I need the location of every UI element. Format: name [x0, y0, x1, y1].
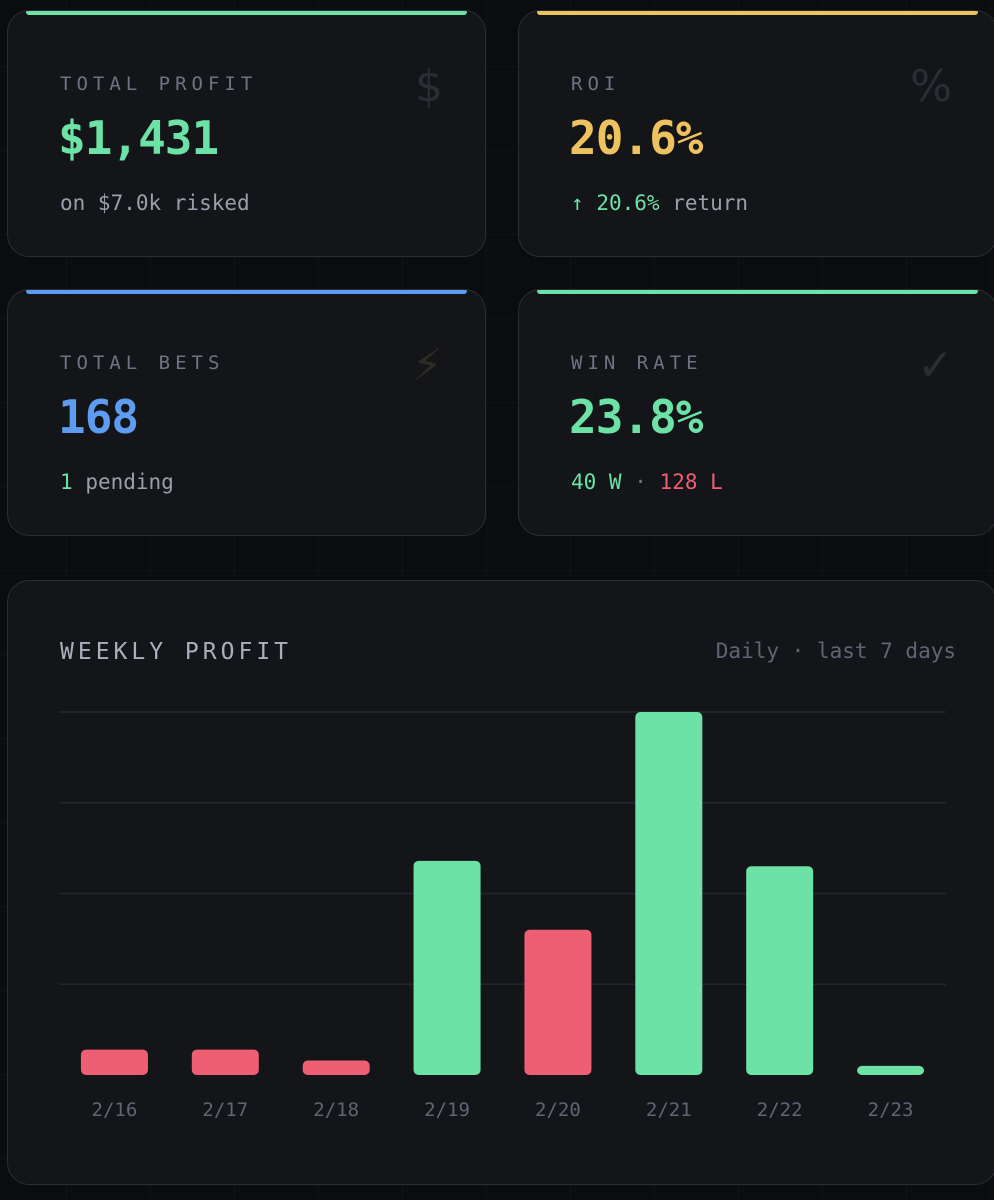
chart-bar-2-16	[80, 1049, 148, 1075]
percent-icon: %	[910, 61, 952, 112]
roi-card: ROI 20.6% ↑ 20.6% return %	[518, 10, 994, 257]
chart-bar-2-17	[191, 1049, 259, 1075]
losses-count: 128 L	[659, 470, 723, 494]
card-accent-bar	[26, 11, 467, 15]
chart-tick-label: 2/17	[202, 1099, 248, 1121]
stat-value: 20.6%	[569, 111, 703, 165]
stat-subtext: 40 W · 128 L	[571, 470, 723, 494]
wins-count: 40 W	[571, 470, 622, 494]
dollar-icon: $	[415, 61, 443, 112]
card-accent-bar	[26, 290, 467, 294]
lightning-icon: ⚡	[412, 340, 443, 391]
weekly-profit-card: WEEKLY PROFIT Daily · last 7 days 2/16 2/…	[7, 580, 994, 1185]
total-bets-card: TOTAL BETS 168 1 pending ⚡	[7, 289, 486, 536]
stat-subtext: 1 pending	[60, 470, 174, 494]
roi-return-label: return	[672, 191, 749, 215]
chart-tick-label: 2/18	[313, 1099, 359, 1121]
chart-bar-2-22	[746, 866, 814, 1075]
chart-bar-2-20	[524, 929, 592, 1075]
chart-tick-label: 2/22	[757, 1099, 803, 1121]
chart-tick-label: 2/23	[868, 1099, 914, 1121]
stat-value: 168	[58, 390, 139, 444]
stat-value: 23.8%	[569, 390, 703, 444]
chart-tick-label: 2/20	[535, 1099, 581, 1121]
up-arrow-icon: ↑	[571, 191, 584, 215]
stat-value: $1,431	[58, 111, 219, 165]
chart-title: WEEKLY PROFIT	[60, 639, 293, 665]
chart-caption: Daily · last 7 days	[715, 639, 956, 663]
stat-label: WIN RATE	[571, 352, 703, 374]
weekly-profit-chart: 2/16 2/17 2/18 2/19 2/20 2/21 2/22 2/23	[59, 711, 946, 1121]
stat-label: ROI	[571, 73, 621, 95]
total-profit-card: TOTAL PROFIT $1,431 on $7.0k risked $	[7, 10, 486, 257]
card-accent-bar	[537, 11, 978, 15]
chart-bar-2-18	[302, 1060, 370, 1075]
pending-label: pending	[85, 470, 174, 494]
stat-label: TOTAL BETS	[60, 352, 225, 374]
win-rate-card: WIN RATE 23.8% 40 W · 128 L ✓	[518, 289, 994, 536]
pending-count: 1	[60, 470, 73, 494]
chart-bar-2-21	[635, 712, 703, 1075]
stat-subtext: ↑ 20.6% return	[571, 191, 748, 215]
chart-bar-2-19	[413, 860, 481, 1075]
roi-return-value: 20.6%	[596, 191, 660, 215]
chart-tick-label: 2/19	[424, 1099, 470, 1121]
checkmark-icon: ✓	[917, 340, 954, 391]
chart-tick-label: 2/16	[92, 1099, 138, 1121]
card-accent-bar	[537, 290, 978, 294]
separator: ·	[634, 470, 647, 494]
stat-subtext: on $7.0k risked	[60, 191, 250, 215]
stat-label: TOTAL PROFIT	[60, 73, 258, 95]
chart-tick-label: 2/21	[646, 1099, 692, 1121]
chart-bar-2-23	[857, 1065, 925, 1075]
